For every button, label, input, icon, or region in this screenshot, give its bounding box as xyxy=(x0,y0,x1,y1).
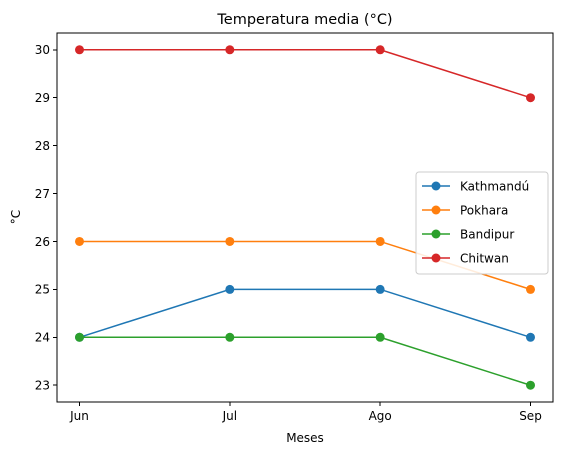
legend-label: Kathmandú xyxy=(460,179,529,193)
data-point xyxy=(225,284,235,294)
legend-swatch-marker xyxy=(431,253,441,263)
data-point xyxy=(75,332,84,342)
x-axis: Jun Jul Ago Sep xyxy=(69,402,542,423)
x-tick-label: Sep xyxy=(519,409,542,423)
series-bandipur xyxy=(75,332,535,390)
chart-title: Temperatura media (°C) xyxy=(216,12,392,28)
y-tick-label: 25 xyxy=(35,283,50,297)
y-tick-label: 24 xyxy=(35,331,50,345)
data-point xyxy=(526,332,535,342)
data-point xyxy=(526,93,535,103)
data-point xyxy=(375,236,385,246)
y-tick-label: 27 xyxy=(35,187,50,201)
legend-frame xyxy=(415,171,549,275)
legend-swatch-marker xyxy=(431,205,441,215)
data-point xyxy=(526,284,535,294)
legend-label: Bandipur xyxy=(460,227,514,241)
y-tick-label: 23 xyxy=(35,379,50,393)
y-axis-title: °C xyxy=(9,210,23,224)
data-point xyxy=(225,45,235,55)
series-chitwan xyxy=(75,45,535,103)
data-point xyxy=(526,380,535,390)
legend-swatch-marker xyxy=(431,181,441,191)
x-tick-label: Ago xyxy=(369,409,392,423)
legend-item: Kathmandú xyxy=(422,179,529,193)
y-tick-label: 29 xyxy=(35,91,50,105)
series-line xyxy=(79,288,531,339)
data-point xyxy=(375,332,385,342)
legend-item: Bandipur xyxy=(422,227,514,241)
legend-label: Chitwan xyxy=(460,251,509,265)
y-tick-label: 26 xyxy=(35,235,50,249)
x-tick-label: Jul xyxy=(222,409,237,423)
series-line xyxy=(79,49,531,99)
plot-area xyxy=(56,32,554,403)
data-point xyxy=(225,332,235,342)
legend-item: Chitwan xyxy=(422,251,509,265)
data-point xyxy=(225,236,235,246)
x-axis-title: Meses xyxy=(286,431,324,445)
legend-label: Pokhara xyxy=(460,203,508,217)
data-point xyxy=(375,45,385,55)
data-point xyxy=(75,45,84,55)
y-tick-label: 30 xyxy=(35,43,50,57)
x-tick-label: Jun xyxy=(69,409,89,423)
y-tick-label: 28 xyxy=(35,139,50,153)
series-line xyxy=(79,336,531,386)
legend-item: Pokhara xyxy=(422,203,508,217)
series-kathmandu xyxy=(75,284,535,342)
y-axis: 23 24 25 26 27 28 29 30 xyxy=(35,43,57,393)
plot-frame xyxy=(56,32,554,403)
data-point xyxy=(375,284,385,294)
legend-swatch-marker xyxy=(431,229,441,239)
data-point xyxy=(75,236,84,246)
legend: Kathmandú Pokhara Bandipur Chitwan xyxy=(415,171,549,275)
